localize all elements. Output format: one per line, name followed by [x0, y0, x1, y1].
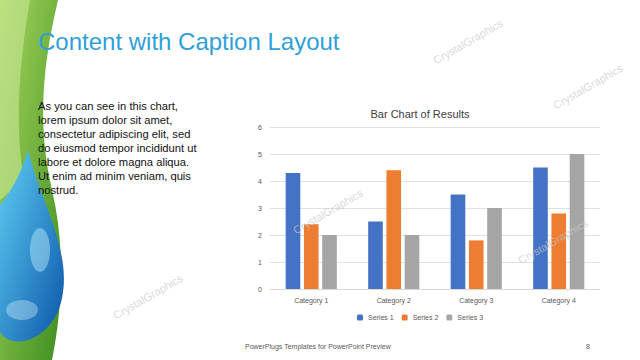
svg-text:Series 2: Series 2: [413, 314, 439, 321]
svg-text:2: 2: [258, 232, 262, 239]
html-text:Ut enim ad minim veniam, quis: Ut enim ad minim veniam, quis: [38, 170, 191, 182]
html-text:do eiusmod tempor incididunt u: do eiusmod tempor incididunt ut: [38, 142, 197, 154]
html-text:labore et dolore magna aliqua.: labore et dolore magna aliqua.: [38, 156, 190, 168]
html-text:lorem ipsum dolor sit amet,: lorem ipsum dolor sit amet,: [38, 114, 173, 126]
svg-text:Category 1: Category 1: [294, 297, 328, 305]
html-text:Content with Caption Layout: Content with Caption Layout: [38, 28, 340, 55]
svg-text:Category 2: Category 2: [377, 297, 411, 305]
svg-text:Series 3: Series 3: [457, 314, 483, 321]
svg-text:Category 4: Category 4: [542, 297, 576, 305]
svg-text:Series 1: Series 1: [368, 314, 394, 321]
svg-text:3: 3: [258, 205, 262, 212]
svg-text:0: 0: [258, 286, 262, 293]
svg-text:Bar Chart of Results: Bar Chart of Results: [370, 108, 470, 120]
html-text:consectetur adipiscing elit, s: consectetur adipiscing elit, sed: [38, 128, 191, 140]
svg-text:CrystalGraphics: CrystalGraphics: [111, 272, 185, 322]
svg-text:CrystalGraphics: CrystalGraphics: [291, 187, 365, 237]
svg-text:6: 6: [258, 124, 262, 131]
svg-text:5: 5: [258, 151, 262, 158]
svg-text:4: 4: [258, 178, 262, 185]
html-text:As you can see in this chart,: As you can see in this chart,: [38, 100, 178, 112]
svg-text:CrystalGraphics: CrystalGraphics: [431, 17, 505, 67]
html-text:PowerPlugs Templates for Power: PowerPlugs Templates for PowerPoint Prev…: [245, 343, 391, 350]
svg-text:1: 1: [258, 259, 262, 266]
svg-text:CrystalGraphics: CrystalGraphics: [551, 62, 625, 112]
html-text:nostrud.: nostrud.: [38, 184, 79, 196]
html-text:8: 8: [586, 343, 590, 350]
svg-text:CrystalGraphics: CrystalGraphics: [516, 217, 590, 267]
svg-text:Category 3: Category 3: [459, 297, 493, 305]
